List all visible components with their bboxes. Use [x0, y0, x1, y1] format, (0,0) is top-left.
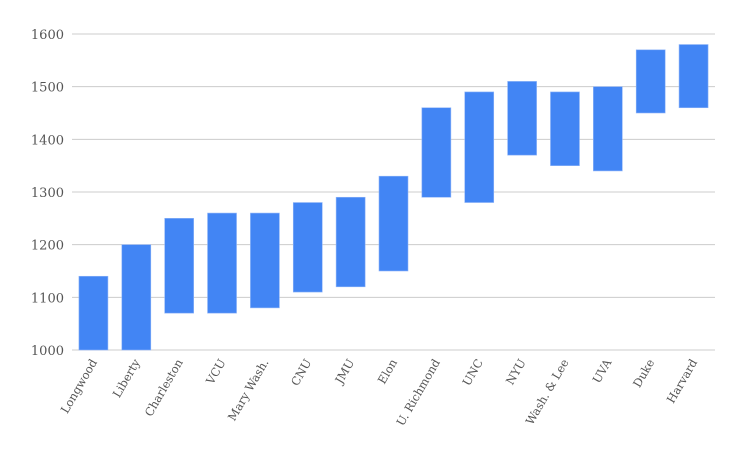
- x-tick-label: U. Richmond: [393, 356, 443, 428]
- bar-u-richmond: [421, 107, 452, 198]
- x-tick-label: Mary Wash.: [225, 357, 272, 424]
- x-tick-label: Charleston: [142, 356, 186, 419]
- x-tick-label: Wash. & Lee: [523, 356, 572, 427]
- y-tick-label: 1100: [31, 291, 64, 306]
- bar-longwood: [78, 275, 109, 351]
- y-tick-label: 1400: [31, 133, 64, 148]
- x-tick-label: UNC: [459, 356, 486, 388]
- bar-vcu: [207, 212, 237, 314]
- x-tick-label: Longwood: [58, 356, 101, 416]
- bar-jmu: [335, 196, 366, 288]
- bar-unc: [464, 91, 495, 203]
- y-tick-label: 1200: [31, 239, 64, 254]
- y-tick-label: 1500: [31, 81, 64, 96]
- y-tick-label: 1300: [31, 186, 64, 201]
- bar-harvard: [678, 44, 709, 109]
- bar-mary-wash-: [250, 212, 280, 309]
- bar-cnu: [292, 202, 323, 293]
- x-tick-label: VCU: [203, 356, 229, 387]
- x-tick-label: UVA: [590, 356, 615, 386]
- x-tick-label: Harvard: [664, 356, 701, 406]
- bar-duke: [635, 49, 666, 114]
- bar-wash-lee: [550, 91, 580, 166]
- bar-elon: [378, 175, 409, 272]
- bar-nyu: [507, 81, 537, 156]
- x-tick-label: Duke: [630, 356, 657, 389]
- bar-charleston: [164, 218, 194, 314]
- x-tick-label: Elon: [375, 356, 401, 386]
- x-tick-label: JMU: [332, 356, 358, 387]
- y-axis: 1000 1100 1200 1300 1400 1500 1600: [31, 28, 64, 359]
- bars: [78, 44, 709, 351]
- x-tick-label: NYU: [503, 356, 529, 387]
- x-tick-label: Liberty: [110, 356, 143, 400]
- y-tick-label: 1000: [31, 344, 64, 359]
- x-tick-label: CNU: [288, 356, 315, 388]
- bar-liberty: [121, 244, 152, 351]
- bar-uva: [593, 86, 623, 172]
- y-tick-label: 1600: [31, 28, 64, 43]
